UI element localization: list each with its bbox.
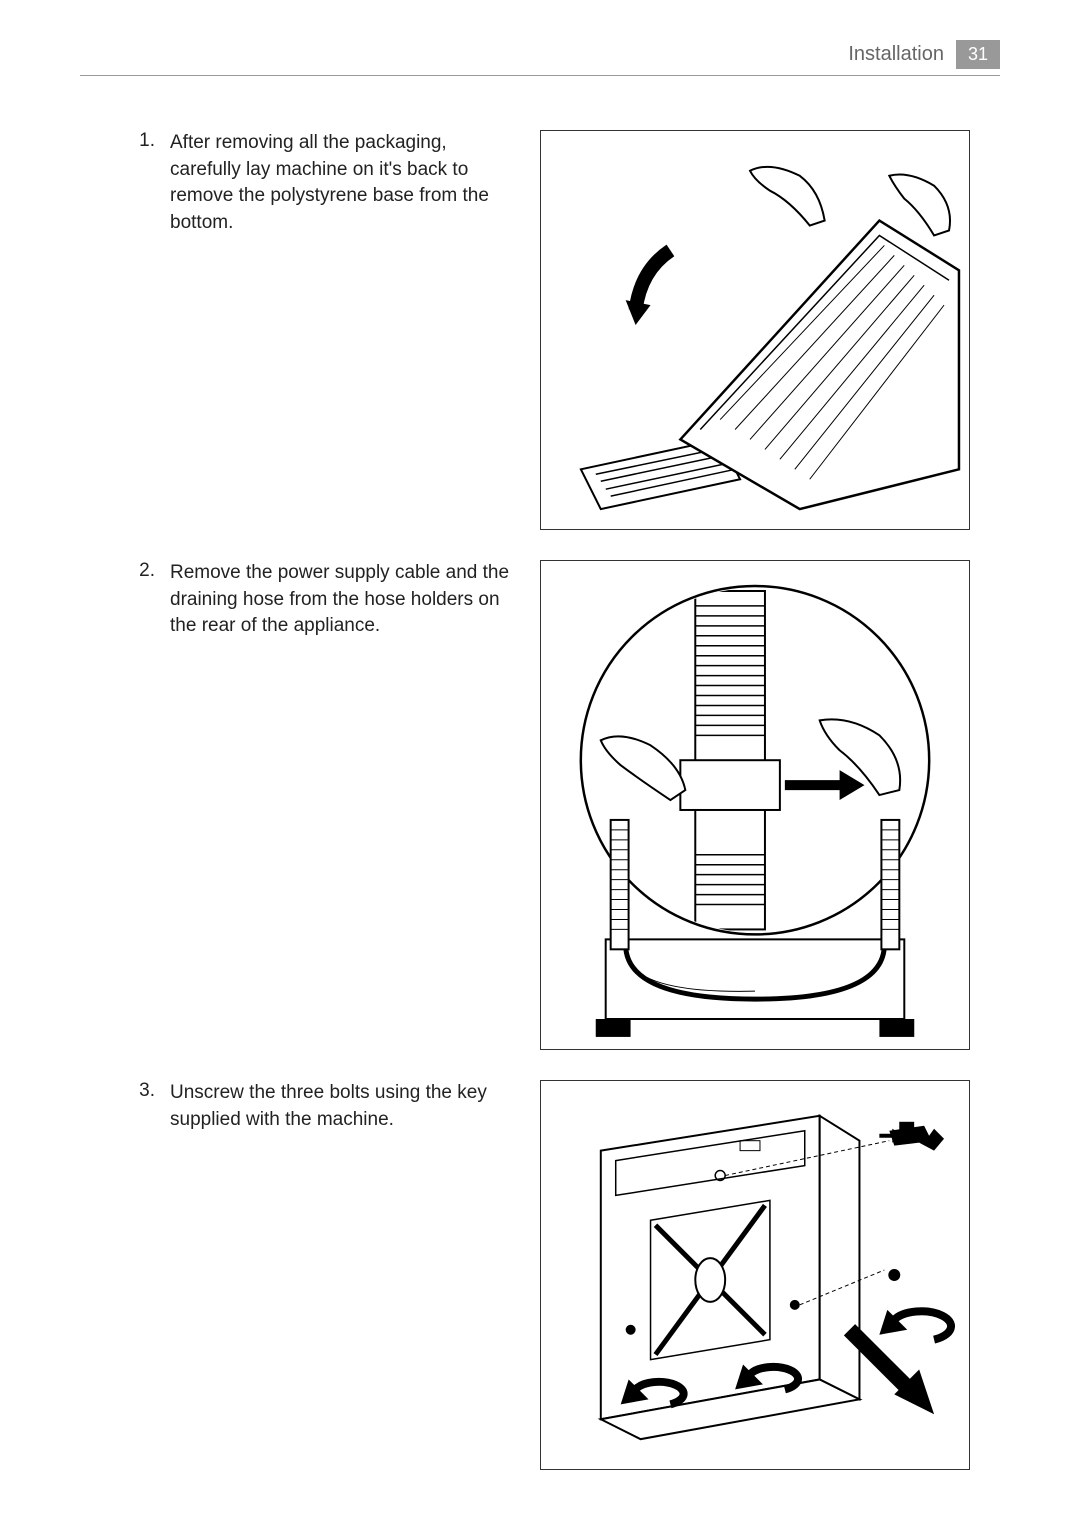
illustration-unscrew-bolts xyxy=(540,1080,970,1470)
step-3: 3. Unscrew the three bolts using the key… xyxy=(130,1080,1000,1470)
step-number: 3. xyxy=(130,1080,170,1102)
step-text: Unscrew the three bolts using the key su… xyxy=(170,1080,510,1470)
step-text: Remove the power supply cable and the dr… xyxy=(170,560,510,1050)
step-number: 1. xyxy=(130,130,170,152)
step-body: After removing all the packaging, carefu… xyxy=(170,130,1000,530)
content-area: 1. After removing all the packaging, car… xyxy=(130,130,1000,1500)
section-title: Installation xyxy=(848,43,944,66)
illustration-remove-hose xyxy=(540,560,970,1050)
illustration-remove-base xyxy=(540,130,970,530)
step-2: 2. Remove the power supply cable and the… xyxy=(130,560,1000,1050)
unscrew-bolts-icon xyxy=(541,1081,969,1469)
step-number: 2. xyxy=(130,560,170,582)
page-header: Installation 31 xyxy=(80,40,1000,76)
step-1: 1. After removing all the packaging, car… xyxy=(130,130,1000,530)
detach-hose-icon xyxy=(541,561,969,1049)
step-body: Remove the power supply cable and the dr… xyxy=(170,560,1000,1050)
step-body: Unscrew the three bolts using the key su… xyxy=(170,1080,1000,1470)
page-number-badge: 31 xyxy=(956,40,1000,69)
step-text: After removing all the packaging, carefu… xyxy=(170,130,510,530)
tilt-machine-icon xyxy=(541,131,969,529)
